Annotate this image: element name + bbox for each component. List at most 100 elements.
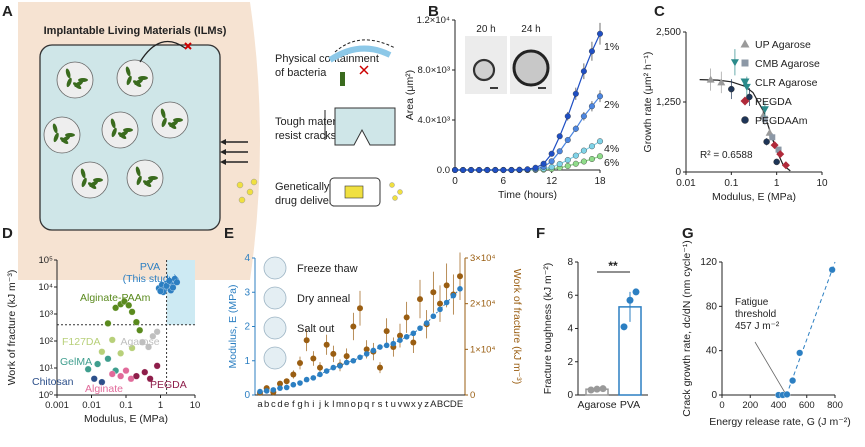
y-axis-label: Crack growth rate, dc/dN (nm cycle⁻¹)	[681, 240, 693, 417]
data-point	[104, 355, 112, 363]
data-point	[564, 156, 571, 163]
panel-g: 0 200 400 600 800 0 40 80 120 Energy release rate…	[681, 240, 851, 428]
x-tick-label: t	[385, 399, 388, 410]
annotation-text: Fatigue	[735, 297, 769, 308]
modulus-point	[403, 333, 410, 340]
annotation-text: 457 J m⁻²	[735, 321, 780, 332]
annotation-arrow	[754, 341, 785, 393]
work-point	[297, 360, 303, 367]
y-tick-label: 4.0×10³	[418, 115, 451, 126]
y-tick-label: 10⁴	[38, 282, 53, 293]
data-point	[128, 344, 136, 352]
work-point	[330, 350, 337, 357]
ilm-title: Implantable Living Materials (ILMs)	[44, 25, 227, 37]
data-point	[580, 113, 587, 120]
x-tick-label: 0.001	[45, 400, 69, 411]
panel-label-E: E	[224, 225, 234, 242]
data-point	[112, 304, 120, 312]
legend-entry: UP Agarose	[755, 39, 811, 51]
data-point	[763, 138, 770, 146]
data-point	[556, 160, 563, 167]
group-sublabel: (This study)	[123, 273, 178, 285]
drug-molecule	[238, 196, 246, 204]
data-point	[706, 75, 715, 83]
data-point	[136, 326, 144, 334]
data-point	[516, 166, 523, 173]
legend-entry: CMB Agarose	[755, 58, 820, 70]
data-point	[620, 323, 628, 331]
y-tick-label: 2,500	[656, 27, 681, 38]
bacterium	[110, 118, 116, 129]
method-icon	[263, 256, 287, 280]
panel-d: 0.001 0.01 0.1 1 10 10⁰ 10¹ 10² 10³ 10⁴ 10⁵ Modulus…	[6, 255, 200, 425]
data-point	[632, 288, 640, 296]
modulus-point	[410, 330, 417, 337]
modulus-point	[297, 380, 303, 386]
legend-entry: PEGDA	[755, 96, 792, 108]
data-point	[626, 296, 634, 304]
bacterium	[81, 177, 87, 188]
panel-a: Implantable Living Materials (ILMs) Physi…	[18, 2, 403, 280]
inset-label: 24 h	[521, 24, 540, 35]
x-tick-label: l	[332, 399, 334, 410]
work-point	[303, 337, 310, 344]
panel-label-D: D	[2, 225, 13, 242]
x-tick-label: o	[351, 399, 356, 410]
method-label: Salt out	[297, 323, 334, 335]
bacterium	[74, 80, 84, 88]
x-axis-label: Modulus, E (MPa)	[84, 413, 168, 425]
panel-label-A: A	[2, 3, 13, 20]
group-label: Alginate-PAAm	[80, 292, 151, 304]
colony-image	[472, 58, 496, 82]
data-point	[132, 372, 140, 380]
arrowhead	[220, 149, 226, 155]
x-tick-label: r	[372, 399, 375, 410]
data-point	[730, 59, 739, 67]
data-point	[132, 318, 140, 326]
group-label: Agarose	[120, 336, 159, 348]
data-point	[741, 59, 749, 67]
y2-tick-label: 1×10⁴	[470, 344, 495, 355]
data-point	[588, 155, 595, 162]
y-tick-label: 0.0	[437, 165, 450, 176]
panel-e: 0 1 2 3 4 0 1×10⁴ 2×10⁴ 3×10⁴ Modulus, E (MPa) Wor…	[227, 252, 523, 410]
data-point	[564, 162, 571, 169]
data-point	[556, 148, 563, 155]
bacterium	[66, 77, 72, 88]
data-point	[98, 348, 106, 356]
data-point	[770, 141, 779, 150]
y-tick-label: 4	[244, 253, 250, 264]
data-point	[769, 134, 776, 141]
y-tick-label: 1,250	[656, 97, 681, 108]
data-point	[597, 138, 604, 145]
feature-line: Physical containment	[275, 53, 379, 65]
series-label: 4%	[604, 143, 619, 155]
method-icon	[263, 286, 287, 310]
x-tick-label: h	[304, 399, 309, 410]
data-point	[580, 158, 587, 165]
drug-molecule	[250, 178, 258, 186]
fit-line	[786, 261, 836, 396]
x-tick-label: k	[324, 399, 329, 410]
method-icon	[263, 316, 287, 340]
data-point	[564, 136, 571, 143]
bacterium	[52, 123, 58, 134]
work-point	[443, 282, 450, 289]
x-tick-label: s	[378, 399, 383, 410]
x-tick-label: p	[357, 399, 362, 410]
method-icon	[263, 346, 287, 370]
x-tick-label: 0.1	[724, 178, 738, 189]
x-tick-label: 800	[827, 400, 843, 411]
data-point	[84, 365, 92, 373]
method-label: Dry anneal	[297, 293, 350, 305]
data-point	[153, 362, 161, 370]
x-tick-label: n	[344, 399, 349, 410]
data-point	[597, 30, 604, 37]
panel-b: 0 6 12 18 0.0 4.0×10³ 8.0×10³ 1.2×10⁴ Time (hour…	[404, 15, 619, 201]
drug-molecule	[389, 182, 395, 188]
data-point	[599, 385, 607, 393]
data-point	[117, 372, 125, 380]
group-label: PVA	[140, 261, 160, 273]
y2-tick-label: 0	[470, 390, 475, 401]
y-tick-label: 2	[244, 322, 250, 333]
